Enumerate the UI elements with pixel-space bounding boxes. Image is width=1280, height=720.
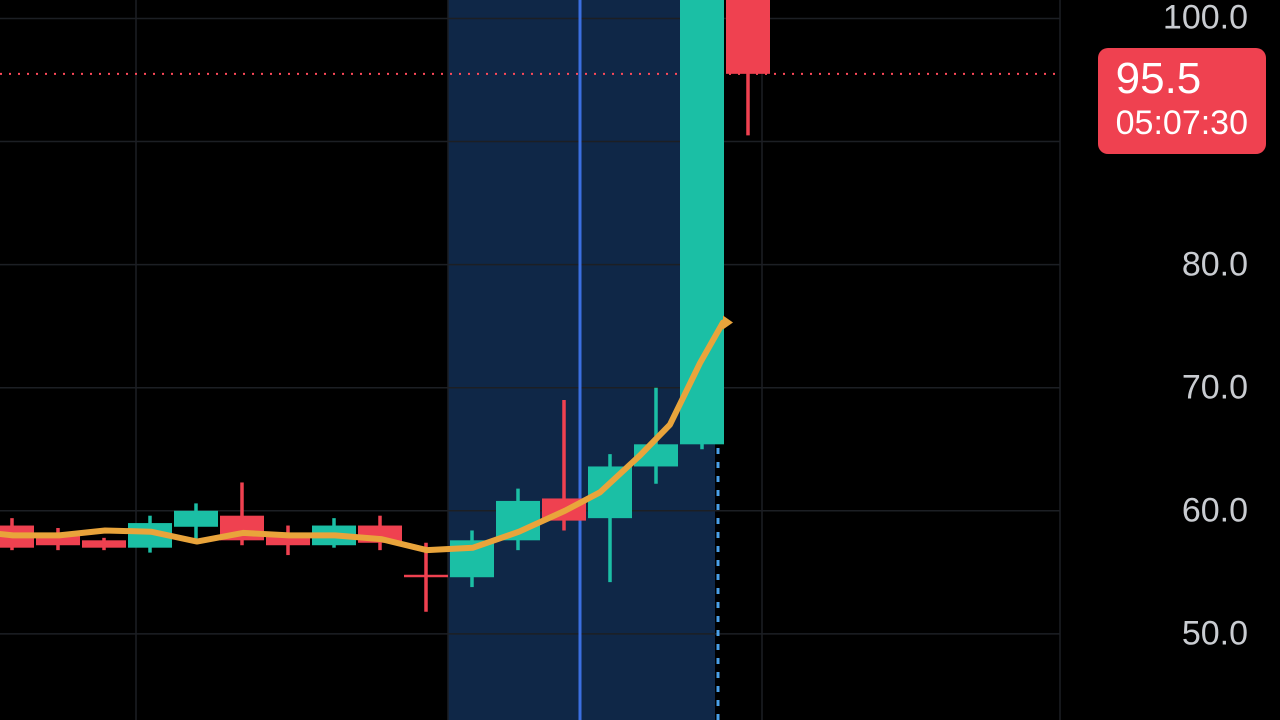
candlestick-chart[interactable]: 50.060.070.080.090.0100.0 95.5 05:07:30 (0, 0, 1280, 720)
y-axis-tick-label: 100.0 (1163, 0, 1248, 38)
y-axis-tick-label: 70.0 (1182, 368, 1248, 407)
last-price-badge: 95.5 05:07:30 (1098, 48, 1266, 154)
last-price-value: 95.5 (1116, 54, 1248, 105)
y-axis-tick-label: 80.0 (1182, 245, 1248, 284)
y-axis-tick-label: 50.0 (1182, 614, 1248, 653)
bar-countdown: 05:07:30 (1116, 104, 1248, 143)
y-axis-tick-label: 60.0 (1182, 491, 1248, 530)
